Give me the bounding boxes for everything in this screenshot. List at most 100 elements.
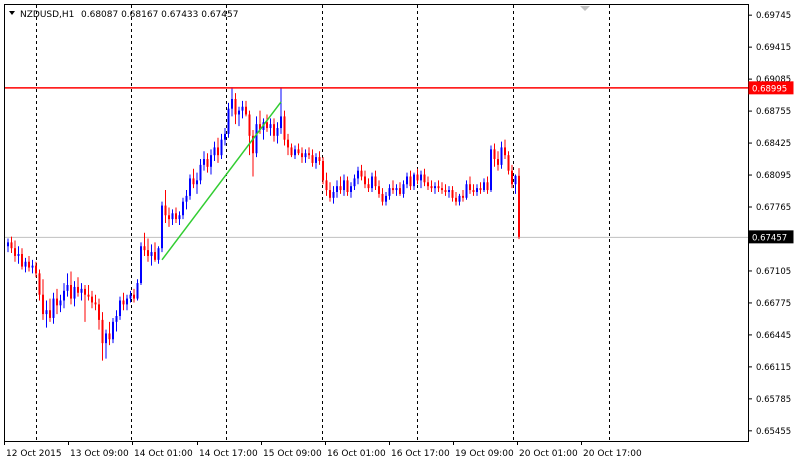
x-tick-label: 14 Oct 17:00 bbox=[199, 449, 258, 459]
candle-bear bbox=[297, 149, 300, 154]
candle-bear bbox=[70, 285, 72, 299]
candle-bear bbox=[266, 122, 268, 129]
candle-bull bbox=[161, 205, 163, 249]
y-tick-label: 0.68425 bbox=[756, 139, 791, 149]
candle-bull bbox=[490, 149, 492, 191]
y-tick-label: 0.69085 bbox=[756, 75, 791, 85]
candle-bull bbox=[24, 261, 27, 267]
y-tick-label: 0.65455 bbox=[756, 427, 791, 437]
candle-bear bbox=[511, 170, 513, 185]
candle-bull bbox=[500, 147, 503, 165]
candle-bull bbox=[224, 133, 226, 140]
candle-bull bbox=[7, 242, 9, 247]
candle-bear bbox=[42, 294, 44, 315]
candle-bear bbox=[423, 174, 426, 183]
candle-bull bbox=[353, 178, 356, 187]
candle-bear bbox=[143, 246, 146, 251]
candle-bull bbox=[126, 298, 128, 305]
candle-bull bbox=[150, 252, 153, 256]
symbol-label: NZDUSD,H1 bbox=[20, 10, 74, 20]
candle-bear bbox=[427, 182, 429, 187]
candle-bear bbox=[259, 124, 261, 130]
candle-bull bbox=[52, 298, 55, 318]
candle-bear bbox=[290, 147, 293, 156]
x-tick-label: 15 Oct 09:00 bbox=[263, 449, 322, 459]
candle-bear bbox=[101, 319, 104, 344]
candle-bear bbox=[308, 153, 310, 156]
candle-bull bbox=[395, 188, 398, 191]
candle-bear bbox=[91, 296, 93, 303]
candle-bear bbox=[56, 298, 58, 306]
ohlc-values: 0.68087 0.68167 0.67433 0.67457 bbox=[81, 10, 238, 20]
candle-bear bbox=[451, 190, 454, 198]
candle-bear bbox=[507, 155, 510, 171]
candle-bear bbox=[399, 188, 401, 194]
candle-bear bbox=[14, 248, 16, 256]
candle-bull bbox=[476, 188, 478, 192]
candle-bear bbox=[346, 180, 349, 192]
candle-bear bbox=[248, 114, 251, 136]
candle-bull bbox=[203, 159, 205, 165]
candle-bull bbox=[213, 147, 216, 156]
candle-bear bbox=[87, 294, 90, 297]
candle-bear bbox=[283, 116, 286, 140]
candle-bear bbox=[175, 213, 177, 220]
candle-bear bbox=[409, 176, 412, 187]
x-tick-label: 20 Oct 01:00 bbox=[519, 449, 578, 459]
candle-bull bbox=[17, 254, 20, 256]
candle-bear bbox=[318, 157, 321, 161]
candle-bear bbox=[49, 310, 51, 318]
candle-bull bbox=[402, 184, 405, 194]
x-tick-label: 12 Oct 2015 bbox=[6, 449, 62, 459]
resistance-price-label-text: 0.68995 bbox=[752, 84, 787, 94]
triangle-down-icon[interactable] bbox=[9, 11, 15, 15]
candle-bull bbox=[280, 116, 282, 129]
candle-bear bbox=[311, 155, 314, 163]
candles bbox=[7, 87, 520, 361]
candle-bear bbox=[444, 190, 447, 192]
candle-bull bbox=[420, 174, 422, 181]
y-tick-label: 0.68755 bbox=[756, 107, 791, 117]
candle-bear bbox=[329, 190, 331, 198]
x-tick-label: 14 Oct 01:00 bbox=[134, 449, 193, 459]
candle-bull bbox=[406, 176, 408, 185]
candle-bear bbox=[364, 176, 366, 185]
candle-bull bbox=[343, 180, 345, 191]
candle-bull bbox=[105, 333, 107, 344]
candle-bull bbox=[182, 201, 184, 216]
candle-bull bbox=[434, 186, 436, 189]
y-tick-label: 0.66445 bbox=[756, 331, 791, 341]
candle-bull bbox=[304, 153, 307, 158]
candle-bear bbox=[469, 184, 471, 191]
candle-bear bbox=[35, 265, 37, 274]
candle-bear bbox=[504, 147, 506, 156]
candle-bull bbox=[413, 174, 415, 187]
candle-bear bbox=[493, 149, 496, 160]
candle-bear bbox=[84, 288, 86, 295]
chart-header: NZDUSD,H1 0.68087 0.68167 0.67433 0.6745… bbox=[9, 10, 238, 20]
candle-bear bbox=[147, 250, 149, 256]
candle-bull bbox=[171, 213, 174, 220]
candle-bull bbox=[336, 186, 338, 192]
candle-bear bbox=[206, 159, 209, 167]
candle-bear bbox=[28, 261, 30, 268]
candle-bull bbox=[220, 139, 223, 156]
candle-bull bbox=[465, 184, 468, 198]
candle-bear bbox=[416, 174, 419, 181]
grid-lines bbox=[5, 5, 748, 441]
candle-bull bbox=[448, 190, 450, 192]
candle-bull bbox=[112, 321, 114, 340]
candle-bear bbox=[301, 153, 303, 158]
candle-bull bbox=[136, 283, 139, 299]
candle-bull bbox=[178, 215, 181, 220]
x-tick-label: 16 Oct 01:00 bbox=[327, 449, 386, 459]
candle-bull bbox=[119, 300, 121, 317]
candle-bear bbox=[168, 215, 170, 220]
y-tick-label: 0.67765 bbox=[756, 203, 791, 213]
candle-bull bbox=[371, 176, 373, 189]
x-tick-label: 16 Oct 17:00 bbox=[391, 449, 450, 459]
candle-bull bbox=[140, 246, 142, 284]
candle-bull bbox=[185, 195, 188, 202]
resistance-price-label: 0.68995 bbox=[748, 81, 794, 95]
